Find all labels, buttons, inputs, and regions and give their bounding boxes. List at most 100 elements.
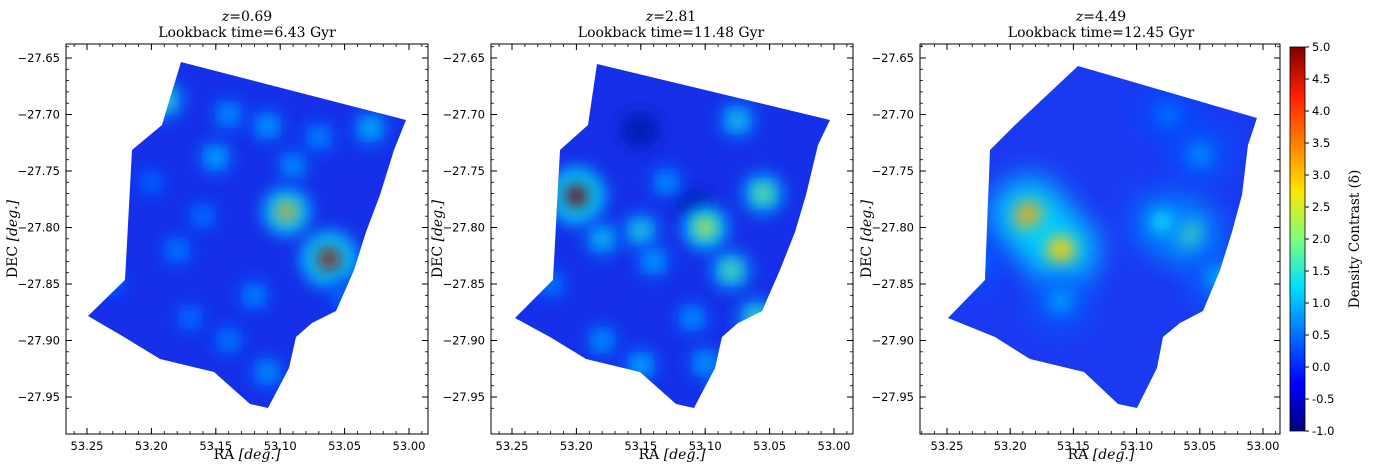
density-peak-halo: [329, 279, 361, 311]
x-axis-ticks: 53.25 53.20 53.15 53.10 53.05 53.00: [71, 44, 426, 453]
density-peak: [222, 334, 236, 347]
density-peak: [1047, 236, 1075, 264]
x-tick-label: 53.25: [71, 439, 104, 453]
y-tick-label: −27.85: [442, 277, 485, 291]
y-tick-label: −27.95: [17, 390, 60, 404]
density-peak: [646, 254, 661, 269]
colorbar-tick-label: 2.0: [1312, 232, 1330, 246]
density-peak: [633, 223, 649, 239]
density-peak: [338, 289, 351, 302]
x-tick-label: 53.05: [328, 439, 361, 453]
density-peaks: [97, 80, 388, 389]
y-axis-ticks: −27.65 −27.70 −27.75 −27.80 −27.85 −27.90 −27.…: [17, 46, 428, 409]
density-peak: [595, 333, 609, 348]
density-peak: [286, 158, 300, 172]
density-peak: [247, 288, 261, 302]
x-axis-label: RA [deg.]: [214, 447, 281, 463]
x-tick-label: 53.10: [264, 439, 297, 453]
density-peak-halo: [737, 298, 776, 338]
colorbar-gradient: [1289, 46, 1306, 432]
y-tick-label: −27.75: [871, 164, 914, 178]
density-peak: [208, 150, 223, 165]
colorbar-tick-label: 2.5: [1312, 200, 1330, 214]
y-tick-label: −27.75: [17, 164, 60, 178]
density-peak: [317, 247, 341, 271]
density-peak: [1150, 210, 1173, 233]
x-tick-label: 53.10: [689, 439, 722, 453]
density-peak-halo: [97, 269, 128, 299]
density-peak: [696, 218, 714, 237]
x-tick-label: 53.10: [1120, 439, 1153, 453]
x-tick-label: 53.15: [199, 439, 232, 453]
x-tick-label: 53.05: [753, 439, 786, 453]
colorbar-tick-label: 3.5: [1312, 136, 1330, 150]
density-peak: [312, 130, 326, 144]
panel-title: z=2.81 Lookback time=11.48 Gyr: [578, 9, 765, 41]
y-tick-label: −27.65: [17, 51, 60, 65]
density-peak: [170, 243, 184, 257]
density-peak: [183, 311, 197, 325]
y-axis-label: DEC [deg.]: [859, 199, 875, 278]
y-tick-label: −27.65: [871, 51, 914, 65]
panel-z281: z=2.81 Lookback time=11.48 Gyr 53.25 53.2…: [430, 9, 854, 463]
x-tick-label: 53.20: [994, 439, 1027, 453]
panel-z449: z=4.49 Lookback time=12.45 Gyr 53.25 53.2…: [859, 9, 1281, 463]
colorbar-tick-label: 0.5: [1312, 328, 1330, 342]
panel-z069: z=0.69 Lookback time=6.43 Gyr 53.25 53.20…: [5, 9, 429, 463]
y-tick-label: −27.85: [17, 277, 60, 291]
colorbar-tick-label: 4.0: [1312, 104, 1330, 118]
density-peak: [595, 231, 610, 246]
density-peak: [659, 175, 674, 189]
colorbar-tick-label: 0.0: [1312, 360, 1330, 374]
density-peak: [730, 112, 745, 128]
density-peak: [698, 356, 712, 370]
density-peak: [749, 310, 765, 326]
y-tick-label: −27.95: [871, 390, 914, 404]
y-tick-label: −27.95: [442, 390, 485, 404]
density-peak: [277, 202, 297, 222]
density-peak: [1208, 267, 1230, 289]
colorbar-tick-label: 3.0: [1312, 168, 1330, 182]
title-lookback: Lookback time=11.48 Gyr: [578, 25, 765, 41]
density-peak: [1050, 290, 1072, 312]
x-axis-ticks: 53.25 53.20 53.15 53.10 53.05 53.00: [496, 44, 851, 453]
underdense-region: [620, 112, 660, 148]
density-field: [88, 62, 406, 408]
y-axis-label: DEC [deg.]: [430, 199, 446, 278]
density-peak: [363, 121, 378, 136]
y-tick-label: −27.90: [442, 334, 485, 348]
density-peak: [260, 365, 274, 379]
title-redshift: z=4.49: [1075, 9, 1126, 25]
density-peak: [106, 278, 119, 290]
density-peak: [722, 379, 740, 396]
x-tick-label: 53.15: [624, 439, 657, 453]
y-axis-ticks: −27.65 −27.70 −27.75 −27.80 −27.85 −27.90 −27.…: [871, 46, 1280, 409]
title-lookback: Lookback time=12.45 Gyr: [1008, 25, 1195, 41]
x-axis-label: RA [deg.]: [639, 447, 706, 463]
density-peak: [755, 185, 772, 202]
x-tick-label: 53.00: [393, 439, 426, 453]
density-peak: [723, 262, 739, 279]
y-tick-label: −27.85: [871, 277, 914, 291]
x-tick-label: 53.25: [496, 439, 529, 453]
y-tick-label: −27.70: [871, 108, 914, 122]
y-tick-label: −27.90: [871, 334, 914, 348]
colorbar-tick-label: 1.5: [1312, 264, 1330, 278]
colorbar-tick-label: 5.0: [1312, 40, 1330, 54]
y-tick-label: −27.70: [442, 108, 485, 122]
density-peak-halo: [948, 234, 1000, 289]
x-tick-label: 53.00: [818, 439, 851, 453]
x-tick-label: 53.20: [560, 439, 593, 453]
x-axis-ticks: 53.25 53.20 53.15 53.10 53.05 53.00: [921, 44, 1280, 453]
x-tick-label: 53.15: [1057, 439, 1090, 453]
x-tick-label: 53.00: [1247, 439, 1280, 453]
colorbar-tick-label: 4.5: [1312, 72, 1330, 86]
title-redshift: z=2.81: [645, 9, 696, 25]
density-peak: [962, 251, 983, 272]
density-peak: [1158, 104, 1178, 125]
y-axis-ticks: −27.65 −27.70 −27.75 −27.80 −27.85 −27.90 −27.…: [442, 46, 853, 409]
density-peak-halo: [710, 367, 752, 408]
colorbar-tick-label: -0.5: [1312, 392, 1334, 406]
density-field: [515, 64, 830, 408]
